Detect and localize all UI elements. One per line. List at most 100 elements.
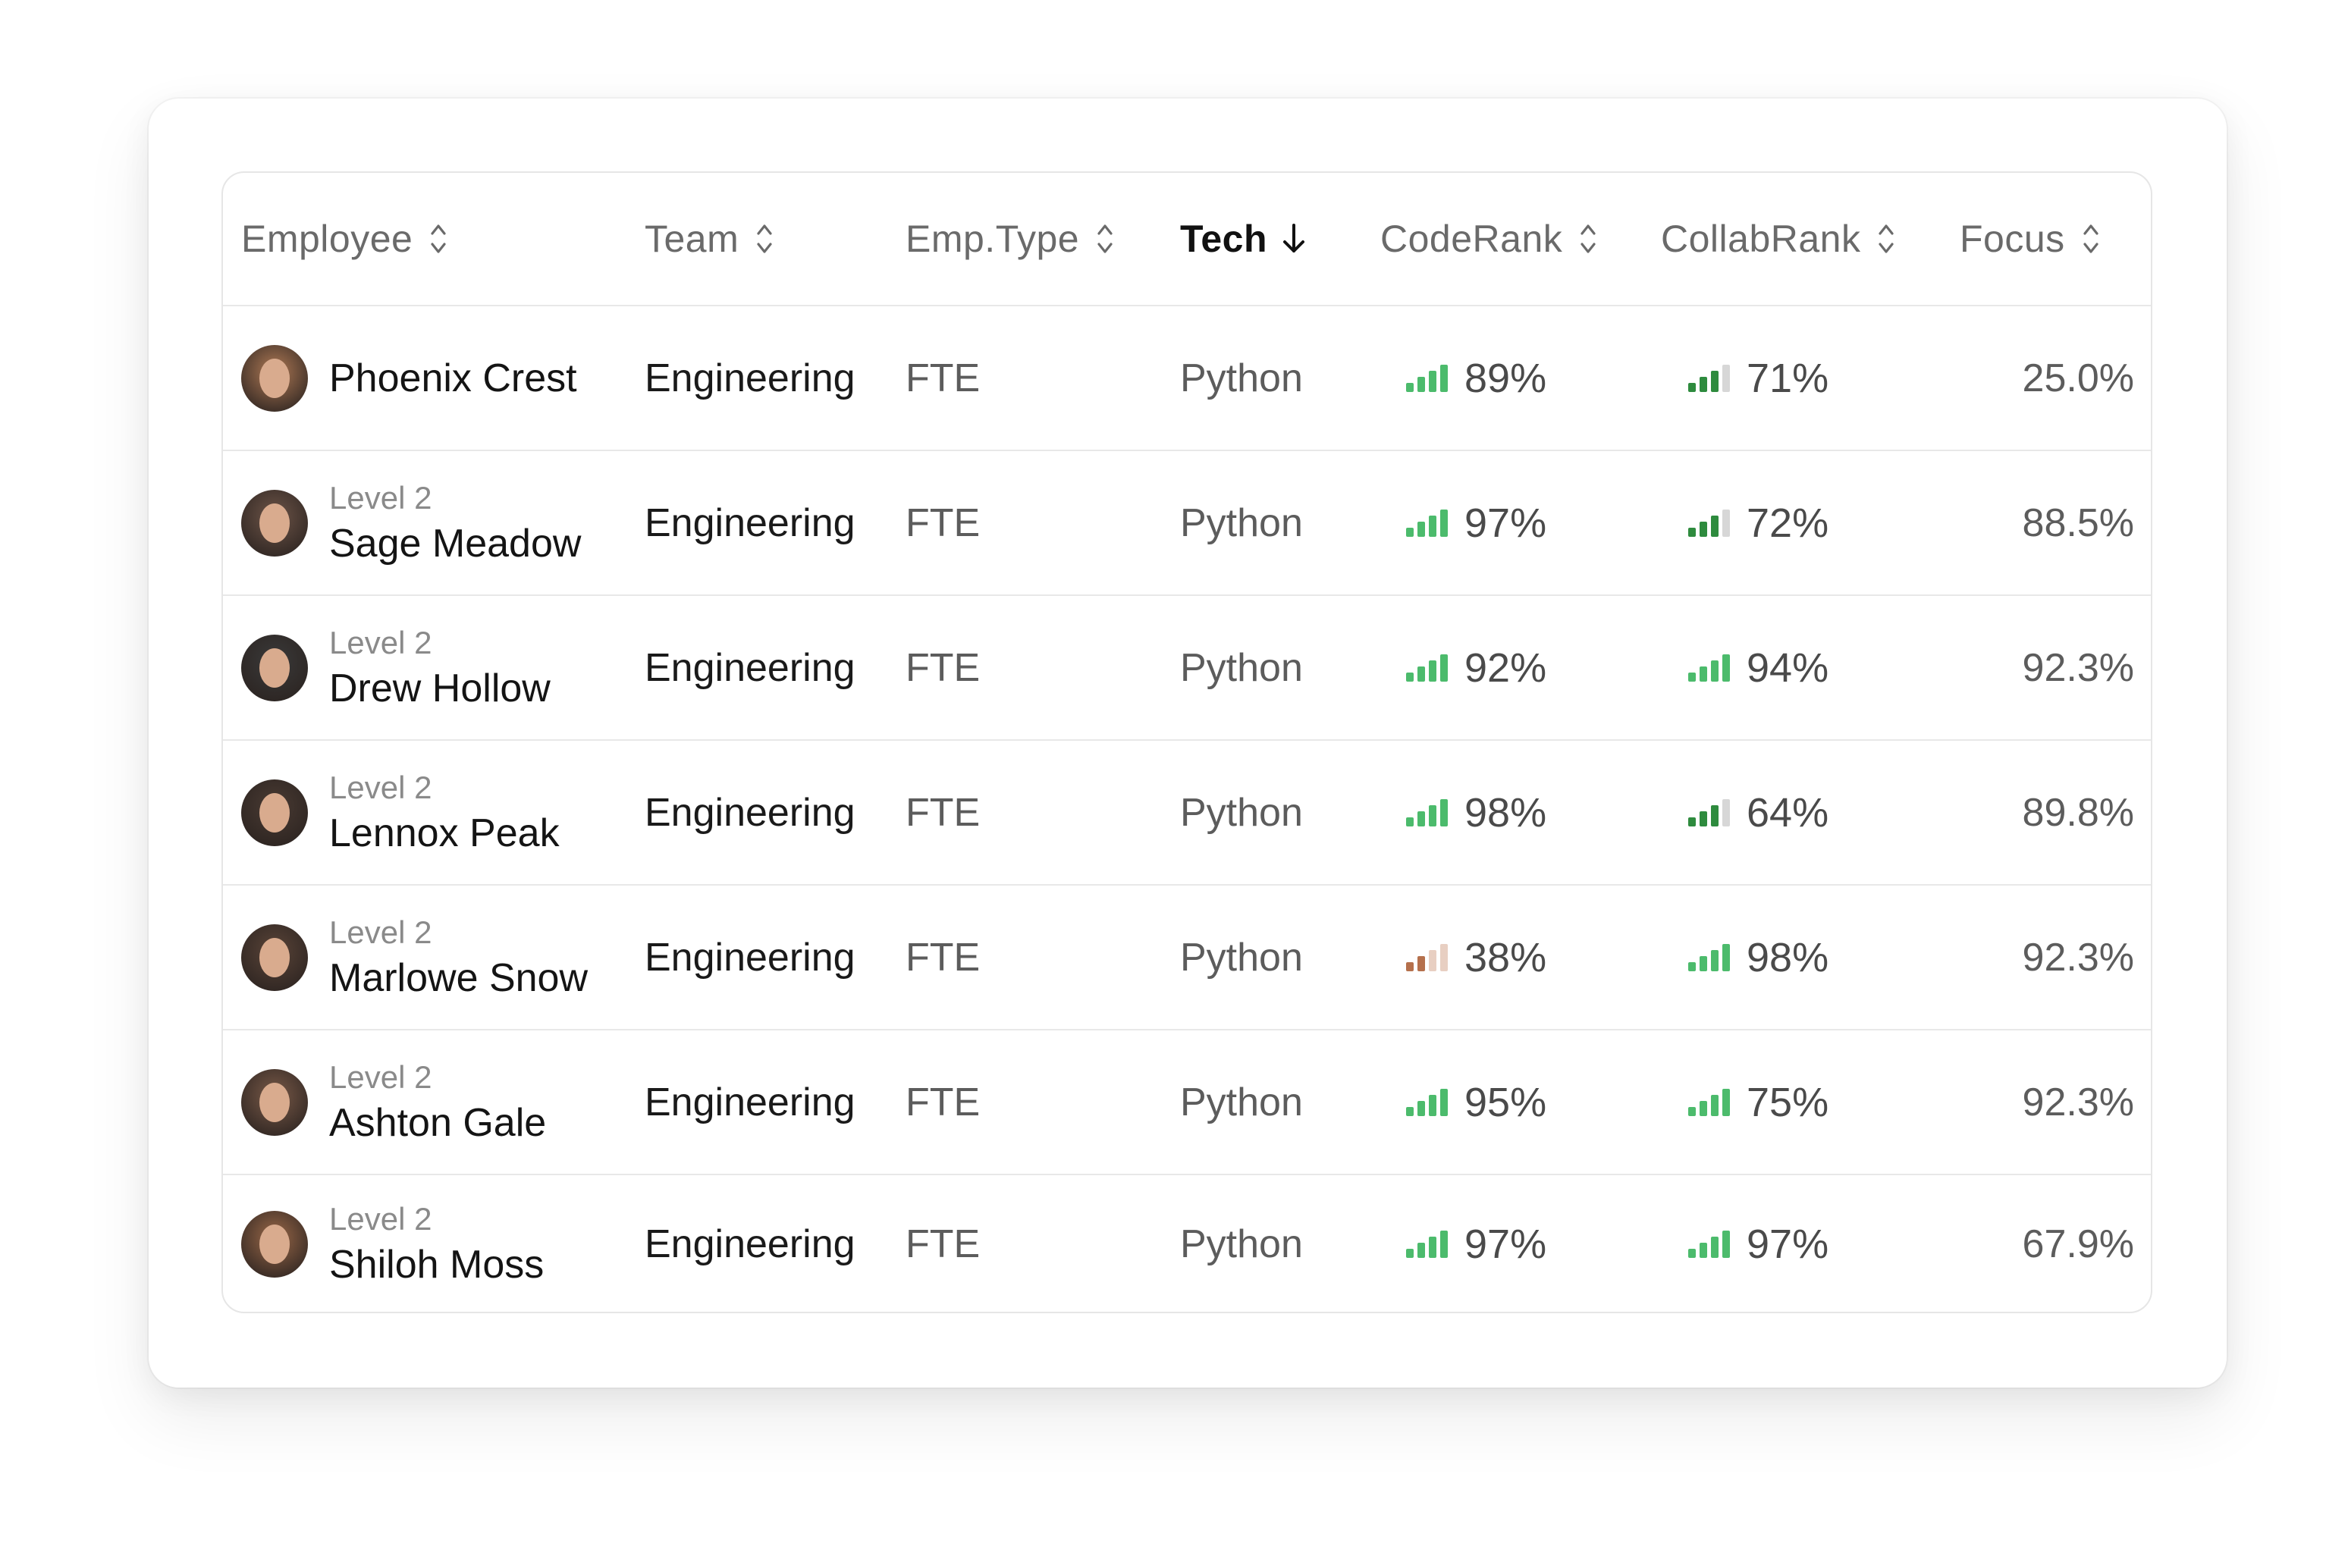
team-cell: Engineering bbox=[645, 1221, 855, 1266]
signal-bars-icon bbox=[1688, 509, 1730, 537]
signal-bars-icon bbox=[1406, 654, 1448, 682]
table-row[interactable]: Level 2 Drew Hollow Engineering FTE Pyth… bbox=[223, 596, 2151, 741]
signal-bar bbox=[1722, 798, 1730, 826]
signal-bars-icon bbox=[1688, 364, 1730, 392]
signal-bar bbox=[1440, 1230, 1448, 1258]
column-header-label: Team bbox=[645, 218, 739, 260]
employee-cell: Level 2 Lennox Peak bbox=[241, 741, 636, 884]
avatar bbox=[241, 344, 308, 412]
employee-name: Phoenix Crest bbox=[329, 356, 577, 400]
signal-bar bbox=[1406, 672, 1414, 682]
collab-rank-value: 64% bbox=[1747, 789, 1829, 836]
emp-type-cell: FTE bbox=[906, 935, 981, 980]
emp-type-cell: FTE bbox=[906, 500, 981, 545]
team-cell: Engineering bbox=[645, 1080, 855, 1124]
code-rank-cell: 95% bbox=[1406, 1030, 1649, 1174]
collab-rank-cell: 97% bbox=[1688, 1175, 1946, 1312]
emp-type-cell: FTE bbox=[906, 1080, 981, 1124]
employee-level: Level 2 bbox=[329, 1058, 432, 1095]
collab-rank-cell: 72% bbox=[1688, 451, 1946, 594]
employee-cell: Phoenix Crest bbox=[241, 306, 636, 450]
signal-bar bbox=[1711, 949, 1719, 971]
signal-bar bbox=[1429, 660, 1436, 682]
table-row[interactable]: Level 2 Shiloh Moss Engineering FTE Pyth… bbox=[223, 1175, 2151, 1312]
column-header-team[interactable]: Team bbox=[645, 173, 895, 305]
emp-type-cell: FTE bbox=[906, 1221, 981, 1266]
signal-bar bbox=[1406, 961, 1414, 971]
signal-bar bbox=[1440, 364, 1448, 392]
collab-rank-value: 98% bbox=[1747, 934, 1829, 980]
signal-bar bbox=[1722, 943, 1730, 971]
signal-bar bbox=[1711, 1094, 1719, 1116]
employee-table: Employee Team Emp.Type bbox=[221, 171, 2152, 1313]
code-rank-cell: 97% bbox=[1406, 451, 1649, 594]
table-row[interactable]: Level 2 Marlowe Snow Engineering FTE Pyt… bbox=[223, 886, 2151, 1030]
table-row[interactable]: Phoenix Crest Engineering FTE Python 89%… bbox=[223, 306, 2151, 451]
signal-bar bbox=[1722, 1088, 1730, 1116]
column-header-focus[interactable]: Focus bbox=[1960, 173, 2100, 305]
collab-rank-cell: 94% bbox=[1688, 596, 1946, 739]
employee-cell: Level 2 Sage Meadow bbox=[241, 451, 636, 594]
code-rank-value: 92% bbox=[1464, 644, 1547, 691]
signal-bar bbox=[1440, 509, 1448, 537]
collab-rank-value: 75% bbox=[1747, 1079, 1829, 1125]
signal-bar bbox=[1440, 943, 1448, 971]
signal-bars-icon bbox=[1688, 943, 1730, 971]
tech-cell: Python bbox=[1180, 935, 1303, 980]
code-rank-cell: 98% bbox=[1406, 741, 1649, 884]
signal-bar bbox=[1700, 376, 1707, 392]
focus-cell: 89.8% bbox=[2022, 790, 2134, 835]
emp-type-cell: FTE bbox=[906, 356, 981, 400]
column-header-code-rank[interactable]: CodeRank bbox=[1380, 173, 1597, 305]
tech-cell: Python bbox=[1180, 790, 1303, 835]
code-rank-cell: 92% bbox=[1406, 596, 1649, 739]
column-header-collab-rank[interactable]: CollabRank bbox=[1661, 173, 1895, 305]
signal-bar bbox=[1688, 1248, 1696, 1258]
collab-rank-value: 71% bbox=[1747, 355, 1829, 401]
signal-bar bbox=[1711, 660, 1719, 682]
employee-cell: Level 2 Ashton Gale bbox=[241, 1030, 636, 1174]
avatar bbox=[241, 634, 308, 701]
signal-bar bbox=[1711, 804, 1719, 826]
employee-name: Lennox Peak bbox=[329, 811, 560, 855]
avatar bbox=[241, 489, 308, 557]
tech-cell: Python bbox=[1180, 1080, 1303, 1124]
signal-bar bbox=[1440, 798, 1448, 826]
column-header-emp-type[interactable]: Emp.Type bbox=[906, 173, 1171, 305]
signal-bar bbox=[1688, 961, 1696, 971]
signal-bar bbox=[1722, 509, 1730, 537]
avatar bbox=[241, 1210, 308, 1278]
signal-bar bbox=[1440, 654, 1448, 682]
focus-cell: 88.5% bbox=[2022, 500, 2134, 545]
table-row[interactable]: Level 2 Lennox Peak Engineering FTE Pyth… bbox=[223, 741, 2151, 886]
sort-icon bbox=[1581, 224, 1596, 253]
signal-bars-icon bbox=[1406, 798, 1448, 826]
collab-rank-cell: 71% bbox=[1688, 306, 1946, 450]
team-cell: Engineering bbox=[645, 935, 855, 980]
table-row[interactable]: Level 2 Sage Meadow Engineering FTE Pyth… bbox=[223, 451, 2151, 596]
employee-name: Marlowe Snow bbox=[329, 955, 589, 1000]
table-body: Phoenix Crest Engineering FTE Python 89%… bbox=[223, 306, 2151, 1312]
signal-bars-icon bbox=[1688, 1088, 1730, 1116]
column-header-tech[interactable]: Tech bbox=[1180, 173, 1370, 305]
employee-level: Level 2 bbox=[329, 479, 432, 516]
tech-cell: Python bbox=[1180, 500, 1303, 545]
signal-bar bbox=[1711, 515, 1719, 537]
signal-bar bbox=[1429, 515, 1436, 537]
signal-bars-icon bbox=[1688, 1230, 1730, 1258]
column-header-employee[interactable]: Employee bbox=[241, 173, 636, 305]
signal-bar bbox=[1700, 1242, 1707, 1258]
table-row[interactable]: Level 2 Ashton Gale Engineering FTE Pyth… bbox=[223, 1030, 2151, 1175]
sort-icon bbox=[2083, 224, 2098, 253]
signal-bar bbox=[1406, 527, 1414, 537]
signal-bar bbox=[1429, 949, 1436, 971]
column-header-label: Employee bbox=[241, 218, 413, 260]
signal-bar bbox=[1406, 817, 1414, 826]
focus-cell: 92.3% bbox=[2022, 935, 2134, 980]
signal-bar bbox=[1688, 527, 1696, 537]
signal-bars-icon bbox=[1406, 943, 1448, 971]
sort-icon bbox=[1879, 224, 1894, 253]
signal-bar bbox=[1700, 1100, 1707, 1116]
avatar bbox=[241, 924, 308, 991]
code-rank-value: 97% bbox=[1464, 1221, 1547, 1267]
